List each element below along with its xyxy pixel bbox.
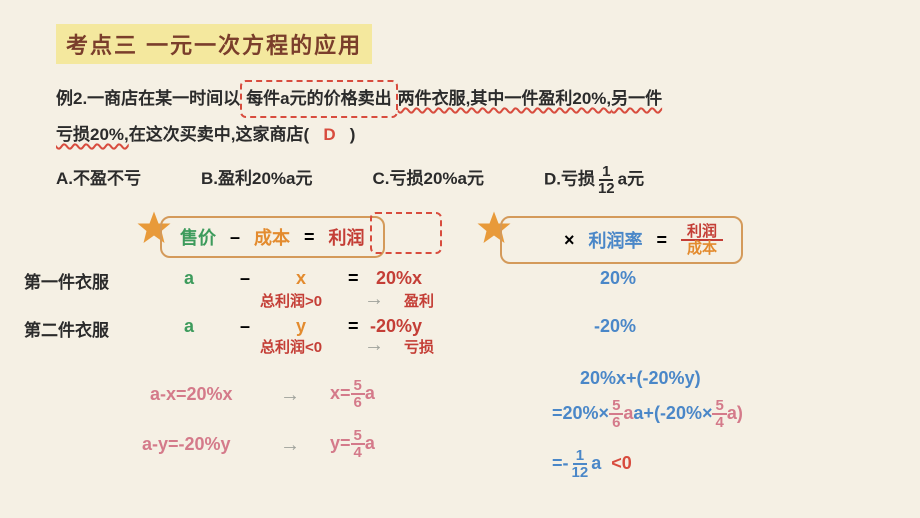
row1-a: a xyxy=(184,268,194,289)
problem-line2-rest: 在这次买卖中,这家商店( xyxy=(129,125,309,144)
rate-label: 利润率 xyxy=(589,227,643,253)
calc-l3: =-112a <0 xyxy=(552,448,632,480)
row1-label: 第一件衣服 xyxy=(24,268,109,293)
profit-dashed-box xyxy=(370,212,442,254)
row2-rate: -20% xyxy=(594,316,636,337)
problem-line2-wavy: 亏损20%, xyxy=(56,125,129,144)
row2-y: y xyxy=(296,316,306,337)
formula-box-left: 售价 – 成本 = 利润 xyxy=(160,216,385,258)
arrow-icon: → xyxy=(364,288,384,311)
eq1-lhs: a-x=20%x xyxy=(150,384,233,405)
section-title: 考点三 一元一次方程的应用 xyxy=(56,24,372,64)
note-gt: 总利润>0 xyxy=(260,290,322,311)
row1-minus: – xyxy=(240,268,250,289)
note-gt-to: 盈利 xyxy=(404,290,434,311)
note-lt-to: 亏损 xyxy=(404,336,434,357)
option-c: C.亏损20%a元 xyxy=(372,164,483,196)
arrow-icon: → xyxy=(364,334,384,357)
problem-statement: 例2.一商店在某一时间以每件a元的价格卖出两件衣服,其中一件盈利20%,另一件 … xyxy=(56,80,880,152)
problem-line2-close: ) xyxy=(350,125,356,144)
option-a: A.不盈不亏 xyxy=(56,164,141,196)
eq1-rhs: x=56a xyxy=(330,378,375,410)
row1-rate: 20% xyxy=(600,268,636,289)
row2-minus: – xyxy=(240,316,250,337)
row2-label: 第二件衣服 xyxy=(24,316,109,341)
sell-label: 售价 xyxy=(180,224,216,250)
options-row: A.不盈不亏 B.盈利20%a元 C.亏损20%a元 D.亏损112a元 xyxy=(56,164,880,196)
problem-wavy-1: 两件衣服,其中一件盈利20%, xyxy=(398,89,611,108)
problem-prefix: 例2.一商店在某一时间以 xyxy=(56,89,240,108)
problem-boxed: 每件a元的价格卖出 xyxy=(240,80,397,118)
problem-wavy-2: 另一件 xyxy=(611,89,662,108)
eq2-rhs: y=54a xyxy=(330,428,375,460)
row1-profit: 20%x xyxy=(376,268,422,289)
answer-letter: D xyxy=(323,125,335,144)
row1-eq: = xyxy=(348,268,359,289)
option-d-frac: 112 xyxy=(595,164,618,196)
formula-box-right: × 利润率 = 利润 成本 xyxy=(500,216,743,264)
arrow-icon: → xyxy=(280,384,300,407)
profit-label: 利润 xyxy=(329,224,365,250)
option-b: B.盈利20%a元 xyxy=(201,164,312,196)
cost-label: 成本 xyxy=(254,224,290,250)
row2-a: a xyxy=(184,316,194,337)
calc-l2: =20%×56aa+(-20%×54a) xyxy=(552,398,743,430)
profit-over-cost: 利润 成本 xyxy=(681,224,723,256)
option-d: D.亏损112a元 xyxy=(544,164,644,196)
row1-x: x xyxy=(296,268,306,289)
arrow-icon: → xyxy=(280,434,300,457)
eq2-lhs: a-y=-20%y xyxy=(142,434,231,455)
note-lt: 总利润<0 xyxy=(260,336,322,357)
calc-l1: 20%x+(-20%y) xyxy=(580,368,701,389)
row2-eq: = xyxy=(348,316,359,337)
